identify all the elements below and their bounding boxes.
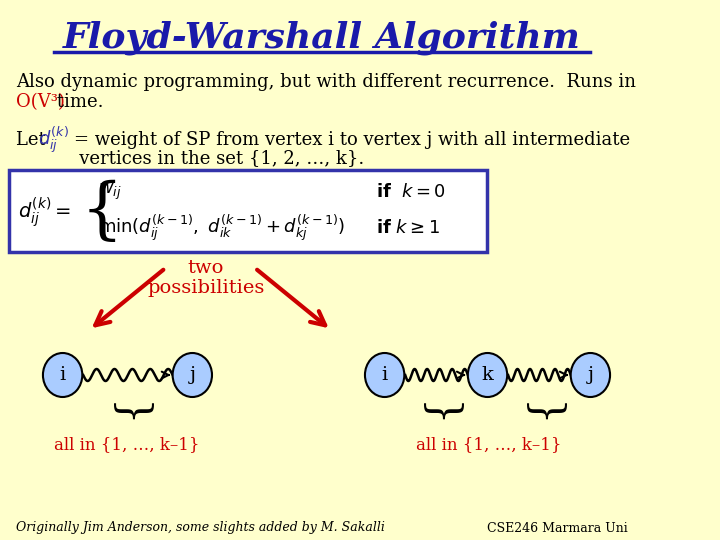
FancyBboxPatch shape <box>9 170 487 252</box>
Text: Originally Jim Anderson, some slights added by M. Sakalli: Originally Jim Anderson, some slights ad… <box>16 522 385 535</box>
Text: Also dynamic programming, but with different recurrence.  Runs in: Also dynamic programming, but with diffe… <box>16 73 636 91</box>
Circle shape <box>365 353 405 397</box>
Text: time.: time. <box>51 93 104 111</box>
Text: i: i <box>60 366 66 384</box>
Circle shape <box>173 353 212 397</box>
Text: $\mathbf{if}$  $k=0$: $\mathbf{if}$ $k=0$ <box>376 183 446 201</box>
Text: $d_{ij}^{(k)}=$: $d_{ij}^{(k)}=$ <box>18 195 71 229</box>
Text: Let: Let <box>16 131 52 149</box>
Text: }: } <box>415 402 457 428</box>
Text: vertices in the set {1, 2, …, k}.: vertices in the set {1, 2, …, k}. <box>16 149 364 167</box>
Text: = weight of SP from vertex i to vertex j with all intermediate: = weight of SP from vertex i to vertex j… <box>74 131 631 149</box>
Text: {: { <box>81 179 123 245</box>
Text: j: j <box>189 366 195 384</box>
Text: all in {1, …, k–1}: all in {1, …, k–1} <box>415 436 561 454</box>
Text: i: i <box>382 366 388 384</box>
Text: j: j <box>588 366 593 384</box>
Text: $d_{ij}^{(k)}$: $d_{ij}^{(k)}$ <box>38 125 69 156</box>
Text: $\mathbf{if}\ k\geq 1$: $\mathbf{if}\ k\geq 1$ <box>376 219 440 237</box>
Text: $\min(d_{ij}^{(k-1)},\ d_{ik}^{(k-1)}+d_{kj}^{(k-1)})$: $\min(d_{ij}^{(k-1)},\ d_{ik}^{(k-1)}+d_… <box>99 213 346 244</box>
Text: }: } <box>518 402 560 428</box>
Text: CSE246 Marmara Uni: CSE246 Marmara Uni <box>487 522 628 535</box>
Text: k: k <box>482 366 493 384</box>
Text: }: } <box>106 402 148 428</box>
Text: all in {1, …, k–1}: all in {1, …, k–1} <box>54 436 199 454</box>
Text: Floyd-Warshall Algorithm: Floyd-Warshall Algorithm <box>63 21 581 55</box>
Text: two
possibilities: two possibilities <box>147 259 264 298</box>
Text: $w_{ij}$: $w_{ij}$ <box>99 182 122 202</box>
Circle shape <box>468 353 507 397</box>
Text: O(V³): O(V³) <box>16 93 65 111</box>
Circle shape <box>43 353 82 397</box>
Circle shape <box>571 353 610 397</box>
